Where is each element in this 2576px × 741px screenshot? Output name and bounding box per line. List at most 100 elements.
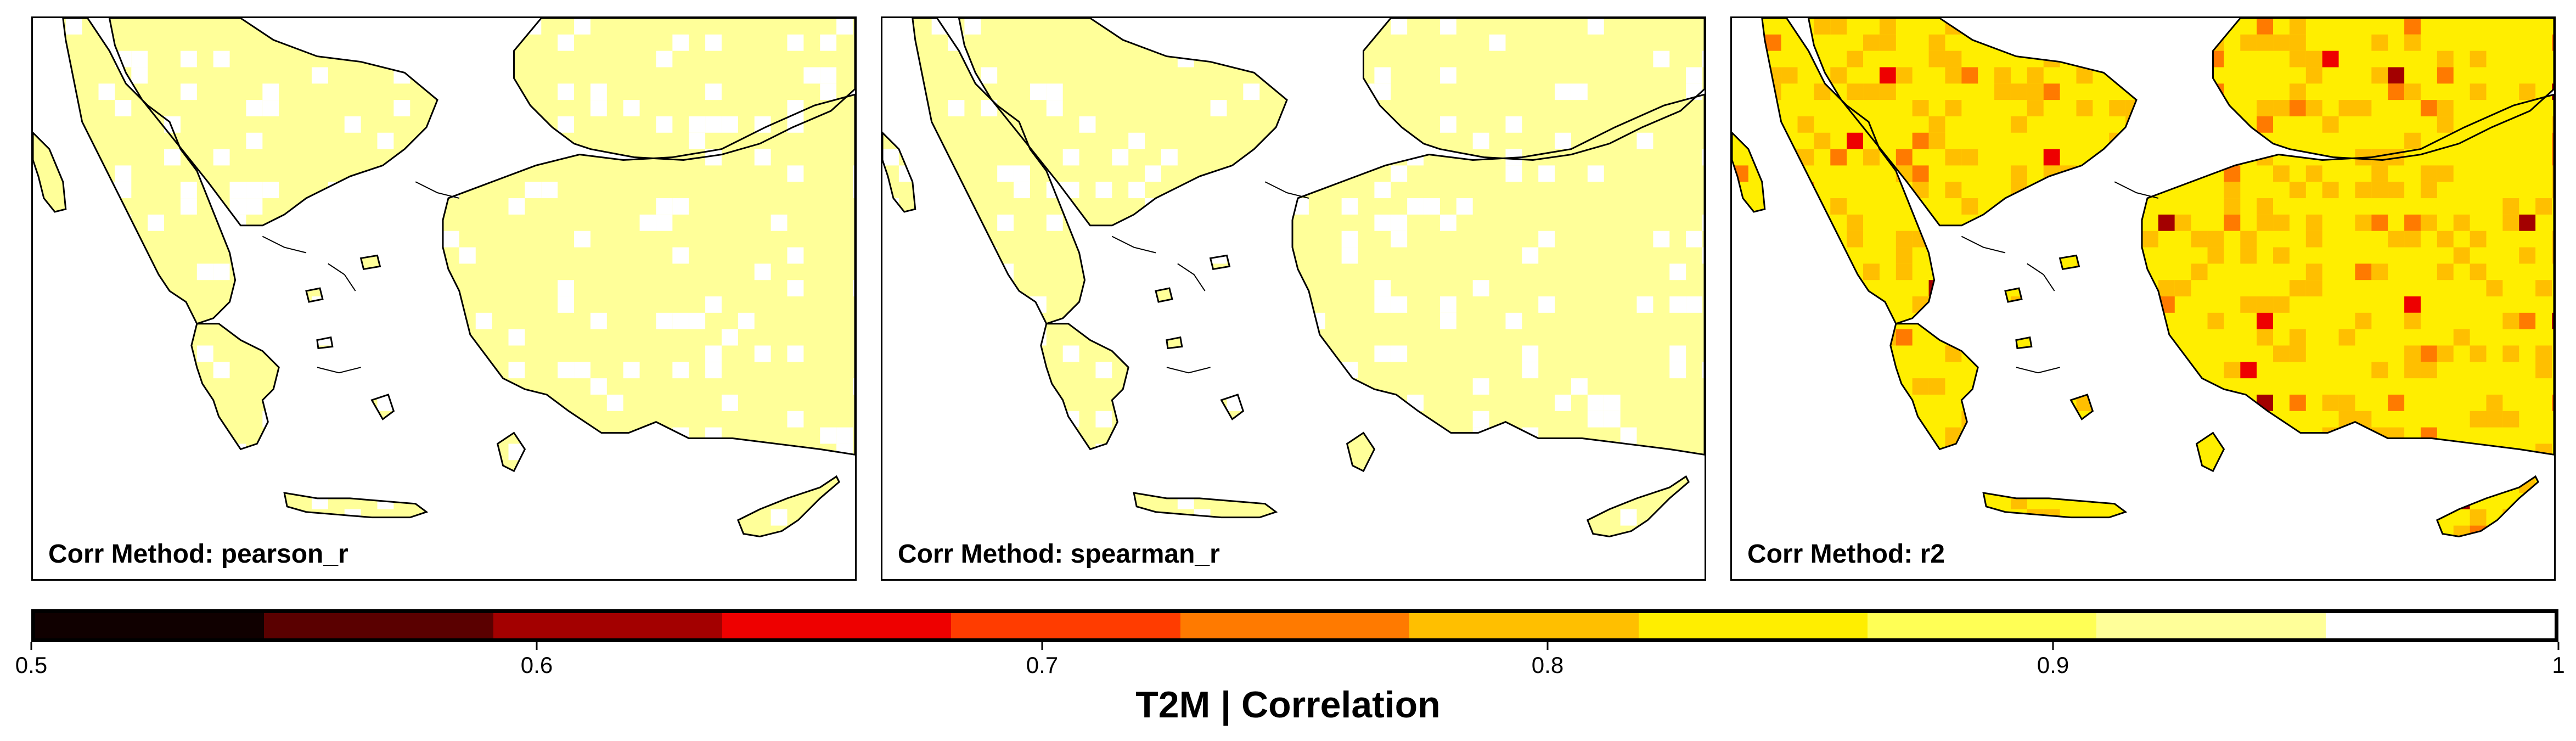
grid-cell [180, 50, 197, 68]
grid-cell [2043, 83, 2060, 100]
grid-cell [229, 198, 246, 215]
grid-cell [361, 18, 378, 35]
grid-cell [98, 362, 115, 379]
grid-cell [931, 182, 948, 199]
grid-cell [1781, 296, 1798, 313]
grid-cell [1814, 460, 1831, 477]
grid-cell [1620, 427, 1637, 444]
grid-cell [98, 198, 115, 215]
grid-cell [2289, 83, 2306, 100]
grid-cell [1604, 394, 1621, 411]
grid-cell [2273, 214, 2290, 231]
grid-cell [2420, 100, 2437, 116]
colorbar [31, 609, 2558, 642]
grid-cell [2552, 231, 2554, 248]
grid-cell [98, 182, 115, 199]
grid-cell [279, 378, 296, 395]
grid-cell [262, 83, 279, 100]
grid-cell [2470, 509, 2487, 526]
grid-cell [213, 575, 230, 579]
grid-cell [1112, 149, 1129, 166]
grid-cell [623, 509, 640, 526]
coastline [912, 18, 1086, 325]
grid-cell [2437, 231, 2454, 248]
grid-cell [2502, 345, 2519, 362]
coastline [62, 18, 237, 325]
grid-cell [1095, 575, 1112, 579]
grid-cell [328, 247, 345, 264]
grid-cell [1879, 460, 1896, 477]
grid-cell [1374, 525, 1391, 537]
grid-cell [2289, 280, 2306, 297]
grid-cell [1555, 83, 1571, 100]
grid-cell [131, 296, 148, 313]
border-line [262, 235, 307, 254]
grid-cell [49, 116, 66, 133]
grid-cell [2224, 198, 2241, 215]
grid-cell [65, 509, 82, 526]
grid-cell [1945, 149, 1962, 166]
correlation-field [33, 18, 855, 579]
coastline [736, 475, 840, 537]
grid-cell [2043, 460, 2060, 477]
colorbar-tick-mark [1041, 642, 1043, 650]
grid-cell [1407, 542, 1424, 558]
grid-cell [2142, 231, 2158, 248]
grid-cell [1161, 149, 1178, 166]
grid-cell [1913, 575, 1929, 579]
grid-cell [1407, 427, 1424, 444]
grid-cell [656, 476, 673, 493]
grid-cell [525, 116, 542, 133]
grid-cell [295, 18, 312, 35]
grid-cell [82, 182, 99, 199]
grid-cell [964, 18, 981, 35]
grid-cell [2420, 182, 2437, 199]
grid-cell [2027, 509, 2044, 526]
grid-cell [1863, 427, 1880, 444]
grid-cell [721, 116, 738, 133]
grid-cell [2158, 214, 2175, 231]
grid-cell [1407, 198, 1424, 215]
grid-cell [2273, 345, 2290, 362]
grid-cell [2093, 575, 2109, 579]
grid-cell [2305, 492, 2322, 509]
grid-cell [1555, 132, 1571, 149]
grid-cell [2371, 214, 2388, 231]
grid-cell [836, 18, 853, 35]
grid-cell [1538, 296, 1555, 313]
grid-cell [2454, 558, 2470, 575]
grid-cell [1555, 394, 1571, 411]
grid-cell [1847, 50, 1864, 68]
grid-cell [1994, 476, 2011, 493]
grid-cell [2535, 280, 2552, 297]
grid-cell [853, 182, 855, 199]
grid-cell [2535, 198, 2552, 215]
colorbar-title: T2M | Correlation [1135, 684, 1441, 726]
grid-cell [1472, 476, 1489, 493]
grid-cell [1732, 427, 1748, 444]
grid-cell [820, 83, 837, 100]
grid-cell [475, 34, 492, 51]
grid-cell [1961, 525, 1978, 537]
grid-cell [2355, 542, 2371, 558]
grid-cell [443, 116, 459, 133]
grid-cell [1732, 394, 1748, 411]
grid-cell [1669, 345, 1686, 362]
grid-cell [131, 50, 148, 68]
grid-cell [475, 427, 492, 444]
grid-cell [1994, 460, 2011, 477]
grid-cell [1030, 296, 1047, 313]
grid-cell [2174, 149, 2191, 166]
grid-cell [1781, 165, 1798, 182]
grid-cell [2273, 460, 2290, 477]
grid-cell [1847, 132, 1864, 149]
grid-cell [1391, 18, 1408, 35]
grid-cell [508, 329, 525, 346]
grid-cell [345, 575, 361, 579]
grid-cell [2404, 132, 2421, 149]
grid-cell [1702, 50, 1705, 68]
grid-cell [2142, 50, 2158, 68]
grid-cell [705, 83, 722, 100]
grid-cell [426, 427, 443, 444]
grid-cell [2289, 329, 2306, 346]
